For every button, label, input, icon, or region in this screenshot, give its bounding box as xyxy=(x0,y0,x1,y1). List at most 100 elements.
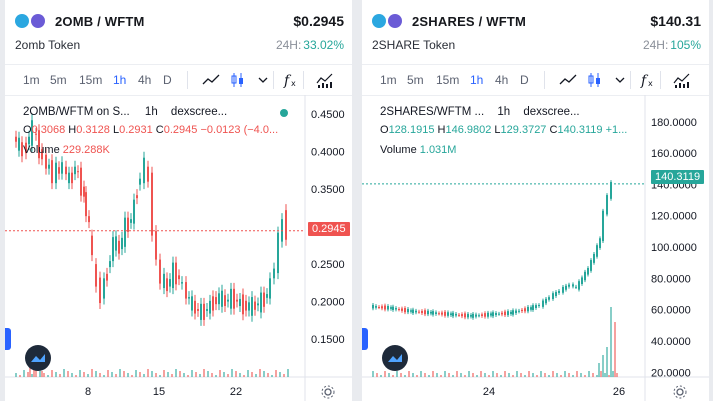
card-header[interactable]: 2SHARES / WFTM 2SHARE Token $140.31 24H:… xyxy=(362,0,709,62)
timeframe-4h[interactable]: 4h xyxy=(138,73,152,87)
candle-body xyxy=(266,294,268,298)
candle-body xyxy=(481,314,483,316)
volume-bar xyxy=(576,371,578,377)
timeframe-1h[interactable]: 1h xyxy=(113,73,127,87)
token-icons xyxy=(372,14,402,28)
y-tick-label: 100.0000 xyxy=(651,242,697,254)
candlestick-chart[interactable]: 0.45000.40000.35000.30000.25000.20000.15… xyxy=(5,95,352,401)
candle-body xyxy=(581,277,583,284)
candle-body xyxy=(147,166,149,182)
timeframe-5m[interactable]: 5m xyxy=(407,73,424,87)
timeframe-1m[interactable]: 1m xyxy=(23,73,40,87)
volume-bar xyxy=(484,373,486,377)
timeframe-4h[interactable]: 4h xyxy=(495,73,509,87)
volume-bar xyxy=(516,371,518,377)
volume-bar xyxy=(115,374,117,377)
candle-body xyxy=(558,290,560,293)
candle-body xyxy=(455,313,457,316)
candle-body xyxy=(424,310,426,315)
volume-bar xyxy=(235,371,237,377)
volume-bar xyxy=(287,369,289,377)
y-tick-label: 60.0000 xyxy=(651,305,691,317)
candle-body xyxy=(71,172,73,184)
volume-bar xyxy=(51,370,53,377)
compare-chart-icon[interactable] xyxy=(672,70,692,90)
sidebar-toggle[interactable] xyxy=(5,328,11,350)
timeframe-15m[interactable]: 15m xyxy=(436,73,460,87)
candle-body xyxy=(578,281,580,290)
volume-bar xyxy=(508,373,510,377)
candle-body xyxy=(109,261,111,268)
volume-bar xyxy=(480,371,482,377)
candle-body xyxy=(372,304,374,309)
candles-icon[interactable] xyxy=(585,70,605,90)
candle-body xyxy=(467,313,469,318)
timeframe-15m[interactable]: 15m xyxy=(79,73,103,87)
timeframe-1m[interactable]: 1m xyxy=(380,73,397,87)
volume-bar xyxy=(440,375,442,377)
candle-body xyxy=(260,292,262,313)
candle-body xyxy=(568,284,570,287)
candle-body xyxy=(461,314,463,317)
card-header[interactable]: 2OMB / WFTM 2omb Token $0.2945 24H: 33.02… xyxy=(5,0,352,62)
candle-body xyxy=(230,288,232,309)
candle-body xyxy=(392,306,394,310)
candle-body xyxy=(136,195,138,199)
candle-body xyxy=(552,293,554,300)
candle-body xyxy=(487,312,489,317)
volume-bar xyxy=(95,371,97,377)
volume-bar xyxy=(606,347,608,377)
candle-body xyxy=(285,210,287,240)
candle-body xyxy=(432,311,434,315)
chevron-down-icon[interactable] xyxy=(610,70,630,90)
x-tick-label: 8 xyxy=(85,386,91,398)
volume-bar xyxy=(580,373,582,377)
candlestick-chart[interactable]: 180.0000160.0000140.0000120.0000100.0000… xyxy=(362,95,709,401)
volume-bar xyxy=(602,355,604,377)
candle-body xyxy=(185,282,187,299)
candle-body xyxy=(404,308,406,313)
candle-body xyxy=(191,296,193,311)
live-status-dot xyxy=(280,109,288,117)
volume-bar xyxy=(103,375,105,377)
price-chart[interactable]: 180.0000 160.0000 140.0000 120.0000 100.0000… xyxy=(362,95,709,401)
volume-bar xyxy=(568,373,570,377)
compare-chart-icon[interactable] xyxy=(315,70,335,90)
candle-body xyxy=(169,279,171,287)
sidebar-toggle[interactable] xyxy=(362,328,368,350)
candle-body xyxy=(48,164,50,169)
candle-body xyxy=(124,217,126,247)
timeframe-5m[interactable]: 5m xyxy=(50,73,67,87)
candle-body xyxy=(175,262,177,285)
fantom-logo-icon xyxy=(31,14,45,28)
line-chart-icon[interactable] xyxy=(558,70,578,90)
tradingview-logo-icon[interactable] xyxy=(382,345,408,371)
chevron-down-icon[interactable] xyxy=(253,70,273,90)
timeframe-1h[interactable]: 1h xyxy=(470,73,484,87)
volume-bar xyxy=(31,374,33,377)
volume-bar xyxy=(592,373,594,377)
volume-bar xyxy=(259,369,261,377)
volume-bar xyxy=(203,369,205,377)
y-tick-label: 180.0000 xyxy=(651,117,697,129)
timeframe-d[interactable]: D xyxy=(163,73,172,87)
candle-body xyxy=(209,300,211,314)
candles-icon[interactable] xyxy=(228,70,248,90)
line-chart-icon[interactable] xyxy=(201,70,221,90)
candle-body xyxy=(41,149,43,160)
candle-body xyxy=(378,306,380,308)
volume-bar xyxy=(388,373,390,377)
volume-bar xyxy=(199,374,201,377)
toolbar-divider xyxy=(630,71,631,89)
tradingview-logo-icon[interactable] xyxy=(25,345,51,371)
price-chart[interactable]: 0.45000.40000.35000.30000.25000.20000.15… xyxy=(5,95,352,401)
price-change: 24H: 105% xyxy=(642,38,701,52)
timeframe-d[interactable]: D xyxy=(520,73,529,87)
settings-gear-icon[interactable] xyxy=(672,384,688,400)
candle-body xyxy=(492,312,494,317)
settings-gear-icon[interactable] xyxy=(320,384,336,400)
candle-body xyxy=(441,312,443,315)
candle-body xyxy=(212,296,214,311)
